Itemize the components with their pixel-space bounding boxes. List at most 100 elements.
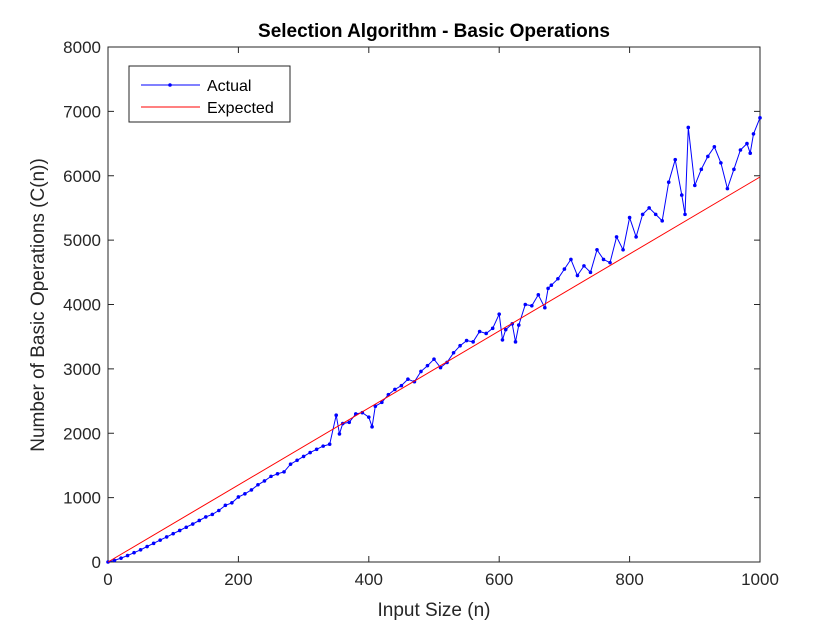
data-point-actual xyxy=(288,462,293,466)
data-point-actual xyxy=(484,331,488,336)
data-point-actual xyxy=(282,470,286,474)
y-tick-label: 2000 xyxy=(63,424,101,443)
data-point-actual xyxy=(588,270,593,275)
x-tick-label: 1000 xyxy=(741,570,779,589)
data-point-actual xyxy=(458,343,462,348)
data-point-actual xyxy=(530,303,534,308)
data-point-actual xyxy=(367,415,371,419)
data-point-actual xyxy=(112,558,117,563)
data-point-actual xyxy=(308,450,312,455)
y-tick-label: 7000 xyxy=(63,102,101,121)
data-point-actual xyxy=(523,302,528,307)
data-point-actual xyxy=(640,212,645,217)
data-point-actual xyxy=(751,132,756,136)
data-point-actual xyxy=(686,125,691,130)
data-point-actual xyxy=(660,219,664,223)
data-point-actual xyxy=(132,550,136,555)
data-point-actual xyxy=(699,167,704,172)
data-point-actual xyxy=(608,260,612,265)
data-point-actual xyxy=(575,273,580,278)
data-point-actual xyxy=(210,512,215,517)
data-point-actual xyxy=(513,340,518,344)
data-point-actual xyxy=(204,515,208,519)
y-tick-label: 0 xyxy=(92,553,101,572)
data-point-actual xyxy=(380,400,384,405)
data-point-actual xyxy=(546,286,550,291)
data-point-actual xyxy=(621,247,625,252)
chart-title: Selection Algorithm - Basic Operations xyxy=(258,21,610,42)
data-point-actual xyxy=(243,491,247,496)
data-point-actual xyxy=(223,503,228,508)
data-point-actual xyxy=(745,141,749,146)
data-point-actual xyxy=(549,283,554,287)
data-point-actual xyxy=(119,556,123,560)
data-point-actual xyxy=(138,547,143,552)
data-point-actual xyxy=(406,377,410,381)
x-tick-label: 400 xyxy=(355,570,383,589)
data-point-actual xyxy=(673,157,678,162)
data-point-actual xyxy=(399,383,404,388)
data-point-actual xyxy=(471,340,475,344)
data-point-actual xyxy=(158,538,162,542)
data-point-actual xyxy=(327,442,332,446)
data-point-actual xyxy=(758,116,762,120)
data-point-actual xyxy=(738,148,743,152)
data-point-actual xyxy=(562,267,567,271)
legend: Actual Expected xyxy=(128,65,291,123)
data-point-actual xyxy=(647,206,651,210)
data-point-actual xyxy=(177,528,182,533)
legend-label-actual: Actual xyxy=(207,78,251,95)
series-line-expected xyxy=(107,176,761,563)
data-point-actual xyxy=(464,338,469,343)
data-point-actual xyxy=(275,472,280,476)
data-point-actual xyxy=(321,444,325,448)
data-point-actual xyxy=(719,161,723,165)
data-point-actual xyxy=(503,327,508,332)
data-point-actual xyxy=(393,387,397,392)
data-point-actual xyxy=(337,432,342,436)
data-point-actual xyxy=(125,553,130,558)
y-tick-label: 1000 xyxy=(63,489,101,508)
data-point-actual xyxy=(164,535,169,539)
data-point-actual xyxy=(627,215,632,220)
x-tick-label: 800 xyxy=(615,570,643,589)
data-point-actual xyxy=(748,151,753,156)
data-point-actual xyxy=(184,525,189,530)
data-point-actual xyxy=(725,186,730,191)
data-point-actual xyxy=(249,488,254,492)
data-point-actual xyxy=(256,482,260,487)
legend-label-expected: Expected xyxy=(207,100,274,117)
data-point-actual xyxy=(569,257,573,262)
data-point-actual xyxy=(295,458,299,463)
data-point-actual xyxy=(301,454,306,459)
y-tick-label: 4000 xyxy=(63,296,101,315)
data-point-actual xyxy=(543,305,547,310)
data-point-actual xyxy=(425,363,430,368)
data-point-actual xyxy=(145,544,149,549)
data-point-actual xyxy=(451,350,456,355)
x-tick-label: 200 xyxy=(224,570,252,589)
data-point-actual xyxy=(236,495,241,499)
data-point-actual xyxy=(269,474,273,479)
data-point-actual xyxy=(683,212,687,217)
y-tick-label: 8000 xyxy=(63,38,101,57)
data-point-actual xyxy=(712,144,717,149)
plot-area xyxy=(107,46,761,563)
data-point-actual xyxy=(373,404,378,409)
series-layer xyxy=(106,116,762,564)
data-point-actual xyxy=(601,257,606,262)
data-point-actual xyxy=(582,264,586,268)
data-point-actual xyxy=(536,293,541,297)
y-tick-label: 5000 xyxy=(63,231,101,250)
data-point-actual xyxy=(634,235,638,239)
data-point-actual xyxy=(556,276,560,281)
x-tick-label: 600 xyxy=(485,570,513,589)
data-point-actual xyxy=(477,329,482,334)
data-point-actual xyxy=(679,193,684,197)
x-tick-label: 0 xyxy=(103,570,112,589)
data-point-actual xyxy=(595,247,599,252)
data-point-actual xyxy=(432,357,436,362)
x-axis-label: Input Size (n) xyxy=(378,600,491,621)
data-point-actual xyxy=(732,167,736,172)
